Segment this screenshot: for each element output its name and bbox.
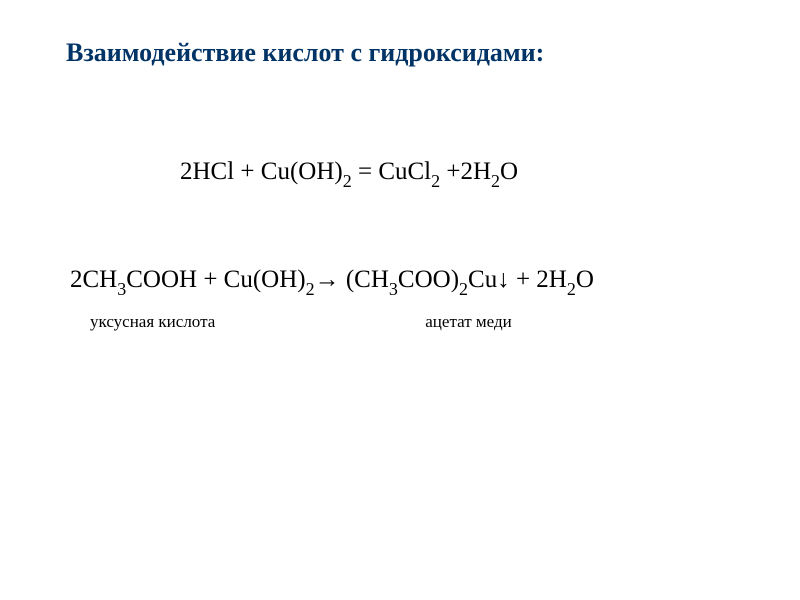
slide-title: Взаимодействие кислот с гидроксидами: [66,38,750,68]
eq2-sub1: 3 [117,279,126,299]
eq2-sub5: 2 [567,279,576,299]
eq2-sub3: 3 [389,279,398,299]
eq1-part3: +2H [440,158,491,185]
eq2-sub2: 2 [306,279,315,299]
eq1-sub2: 2 [431,171,440,191]
eq2-part5: Cu↓ + 2H [468,266,567,293]
eq1-sub3: 2 [491,171,500,191]
eq2-part6: O [576,266,594,293]
eq1-sub1: 2 [343,171,352,191]
equation-hcl-cuoh2: 2HCl + Cu(OH)2 = CuCl2 +2H2O [180,158,750,190]
equation-acetic-cuoh2: 2CH3COOH + Cu(OH)2→ (CH3COO)2Cu↓ + 2H2O [70,266,750,298]
eq2-part3: → (CH [315,266,389,293]
eq2-part2: COOH + Cu(OH) [126,266,305,293]
reaction-labels: уксусная кислота ацетат меди [50,312,750,332]
eq2-part4: COO) [398,266,459,293]
eq2-sub4: 2 [459,279,468,299]
eq1-part4: O [500,158,518,185]
label-copper-acetate: ацетат меди [425,312,511,332]
label-acetic-acid: уксусная кислота [90,312,215,332]
eq2-part1: 2CH [70,266,117,293]
eq1-part1: 2HCl + Cu(OH) [180,158,343,185]
eq1-part2: = CuCl [352,158,431,185]
